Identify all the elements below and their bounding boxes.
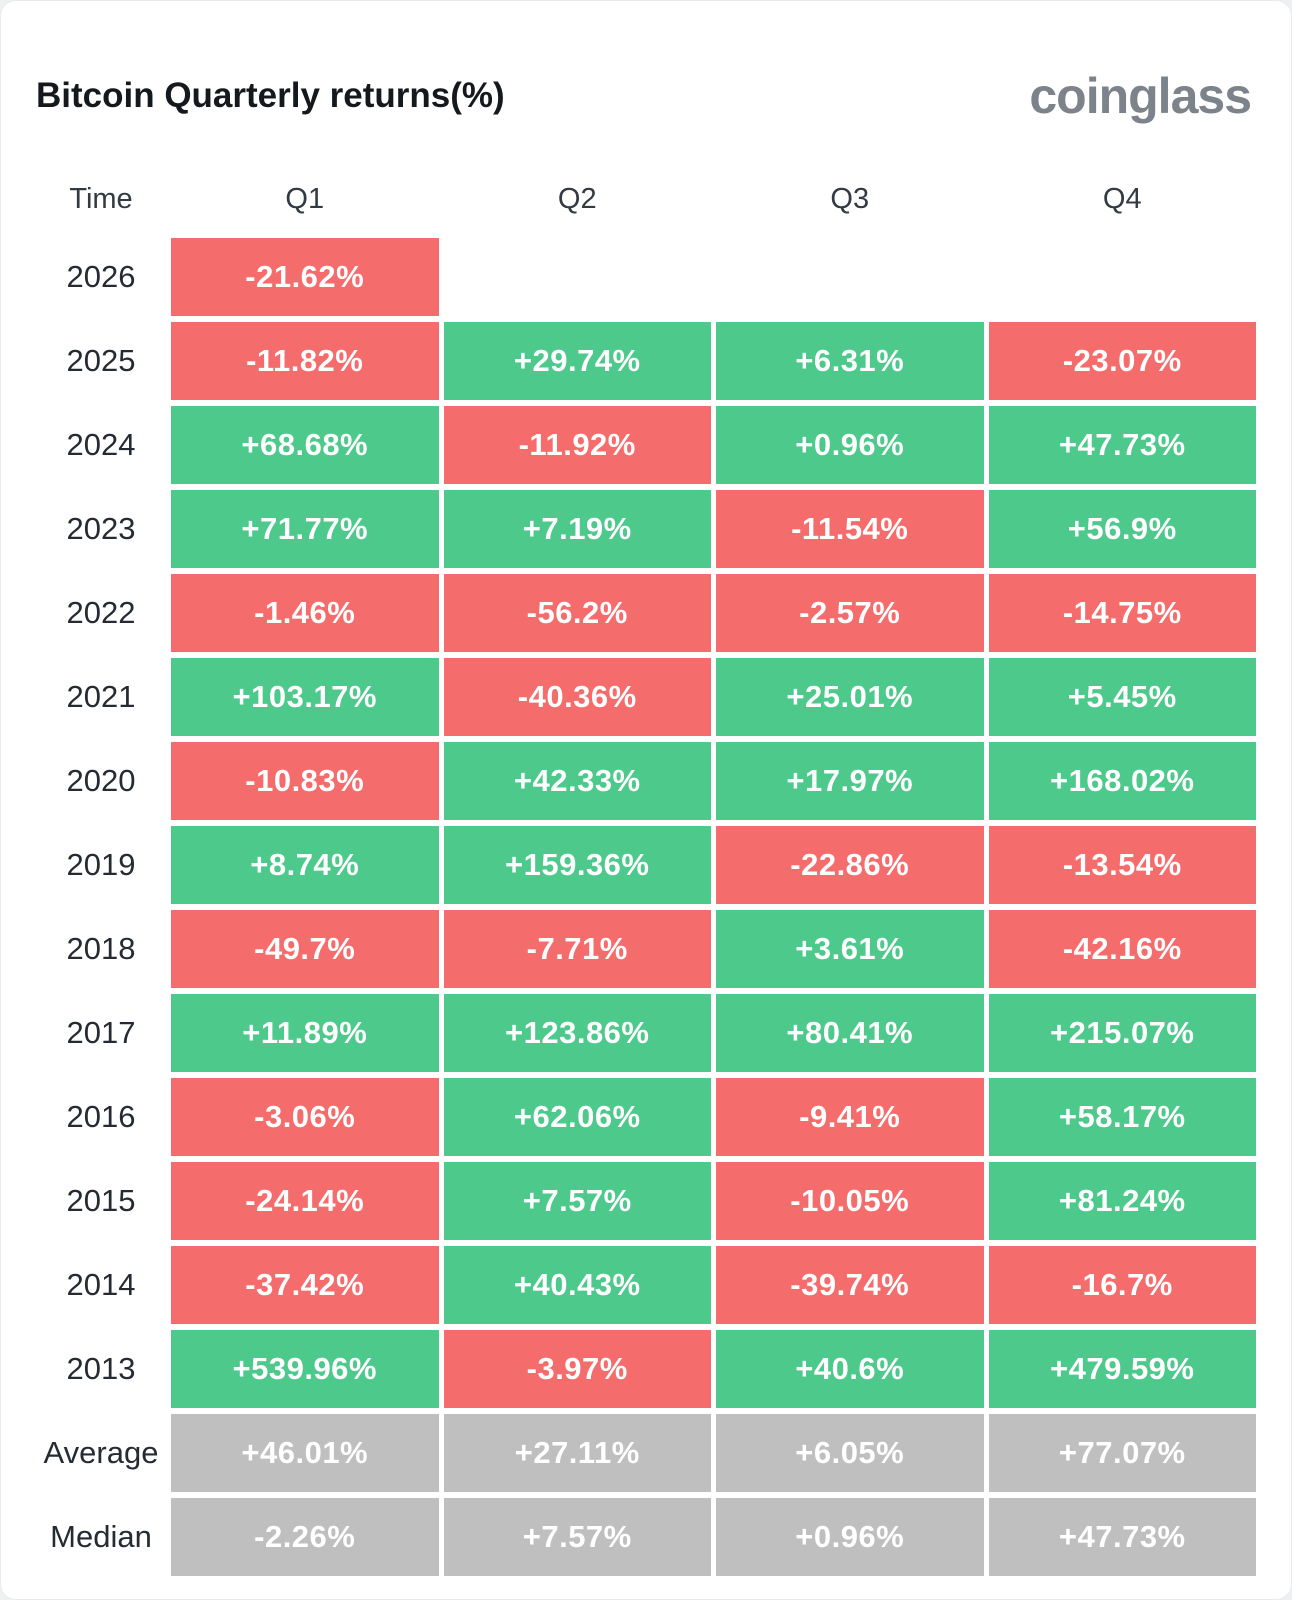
return-cell: -10.83% — [171, 742, 439, 820]
return-cell: -11.54% — [716, 490, 984, 568]
return-cell: +29.74% — [443, 322, 711, 400]
return-cell: +5.45% — [988, 658, 1256, 736]
return-cell: -39.74% — [716, 1246, 984, 1324]
empty-cell — [444, 238, 712, 316]
row-label: 2015 — [66, 1183, 136, 1218]
column-header-q1: Q1 — [285, 183, 325, 215]
row-label: 2018 — [66, 931, 136, 966]
return-cell: +56.9% — [988, 490, 1256, 568]
row-label: 2019 — [66, 847, 136, 882]
return-cell: +46.01% — [171, 1414, 439, 1492]
row-label: 2013 — [66, 1351, 136, 1386]
return-cell: +68.68% — [171, 406, 439, 484]
return-cell: +77.07% — [988, 1414, 1256, 1492]
return-cell: +81.24% — [988, 1162, 1256, 1240]
row-label: 2021 — [66, 679, 136, 714]
return-cell: +11.89% — [171, 994, 439, 1072]
return-cell: +539.96% — [171, 1330, 439, 1408]
row-label: 2014 — [66, 1267, 136, 1302]
return-cell: +479.59% — [988, 1330, 1256, 1408]
return-cell: -2.57% — [716, 574, 984, 652]
return-cell: -10.05% — [716, 1162, 984, 1240]
return-cell: -1.46% — [171, 574, 439, 652]
return-cell: +7.57% — [443, 1498, 711, 1576]
return-cell: +27.11% — [443, 1414, 711, 1492]
return-cell: -16.7% — [988, 1246, 1256, 1324]
return-cell: +7.57% — [443, 1162, 711, 1240]
return-cell: +215.07% — [988, 994, 1256, 1072]
return-cell: +6.05% — [716, 1414, 984, 1492]
return-cell: +123.86% — [443, 994, 711, 1072]
column-header-q3: Q3 — [830, 183, 870, 215]
return-cell: +103.17% — [171, 658, 439, 736]
return-cell: -37.42% — [171, 1246, 439, 1324]
return-cell: -11.82% — [171, 322, 439, 400]
return-cell: +25.01% — [716, 658, 984, 736]
return-cell: -11.92% — [443, 406, 711, 484]
page-title: Bitcoin Quarterly returns(%) — [36, 76, 505, 115]
return-cell: +62.06% — [443, 1078, 711, 1156]
return-cell: +7.19% — [443, 490, 711, 568]
return-cell: -2.26% — [171, 1498, 439, 1576]
return-cell: -40.36% — [443, 658, 711, 736]
empty-cell — [716, 238, 984, 316]
return-cell: +17.97% — [716, 742, 984, 820]
return-cell: -42.16% — [988, 910, 1256, 988]
return-cell: -56.2% — [443, 574, 711, 652]
column-header-time: Time — [69, 183, 133, 215]
return-cell: +42.33% — [443, 742, 711, 820]
row-label: Average — [43, 1435, 159, 1470]
column-header-q4: Q4 — [1102, 183, 1142, 215]
row-label: 2023 — [66, 511, 136, 546]
card-header: Bitcoin Quarterly returns(%) coinglass — [36, 67, 1252, 125]
return-cell: -23.07% — [988, 322, 1256, 400]
row-label: 2016 — [66, 1099, 136, 1134]
row-label: 2022 — [66, 595, 136, 630]
column-header-q2: Q2 — [557, 183, 597, 215]
return-cell: -49.7% — [171, 910, 439, 988]
row-label: 2026 — [66, 259, 136, 294]
row-label: 2017 — [66, 1015, 136, 1050]
return-cell: +6.31% — [716, 322, 984, 400]
return-cell: +71.77% — [171, 490, 439, 568]
return-cell: +58.17% — [988, 1078, 1256, 1156]
return-cell: -7.71% — [443, 910, 711, 988]
return-cell: -13.54% — [988, 826, 1256, 904]
return-cell: +0.96% — [716, 1498, 984, 1576]
return-cell: -22.86% — [716, 826, 984, 904]
row-label: 2020 — [66, 763, 136, 798]
return-cell: -3.06% — [171, 1078, 439, 1156]
row-label: 2025 — [66, 343, 136, 378]
return-cell: +159.36% — [443, 826, 711, 904]
return-cell: +3.61% — [716, 910, 984, 988]
return-cell: -3.97% — [443, 1330, 711, 1408]
coinglass-logo: coinglass — [1029, 68, 1252, 124]
return-cell: +40.6% — [716, 1330, 984, 1408]
return-cell: +8.74% — [171, 826, 439, 904]
column-header-row: Time Q1 Q2 Q3 Q4 — [36, 183, 1256, 216]
return-cell: +47.73% — [988, 1498, 1256, 1576]
empty-cell — [989, 238, 1257, 316]
return-cell: -21.62% — [171, 238, 439, 316]
row-label: Median — [50, 1519, 152, 1554]
return-cell: -24.14% — [171, 1162, 439, 1240]
returns-table: 2026 -21.62% 2025 -11.82% +29.74% +6.31% -23.0… — [36, 238, 1256, 1576]
return-cell: +47.73% — [988, 406, 1256, 484]
return-cell: +0.96% — [716, 406, 984, 484]
return-cell: +40.43% — [443, 1246, 711, 1324]
return-cell: +80.41% — [716, 994, 984, 1072]
row-label: 2024 — [66, 427, 136, 462]
return-cell: -14.75% — [988, 574, 1256, 652]
return-cell: +168.02% — [988, 742, 1256, 820]
return-cell: -9.41% — [716, 1078, 984, 1156]
